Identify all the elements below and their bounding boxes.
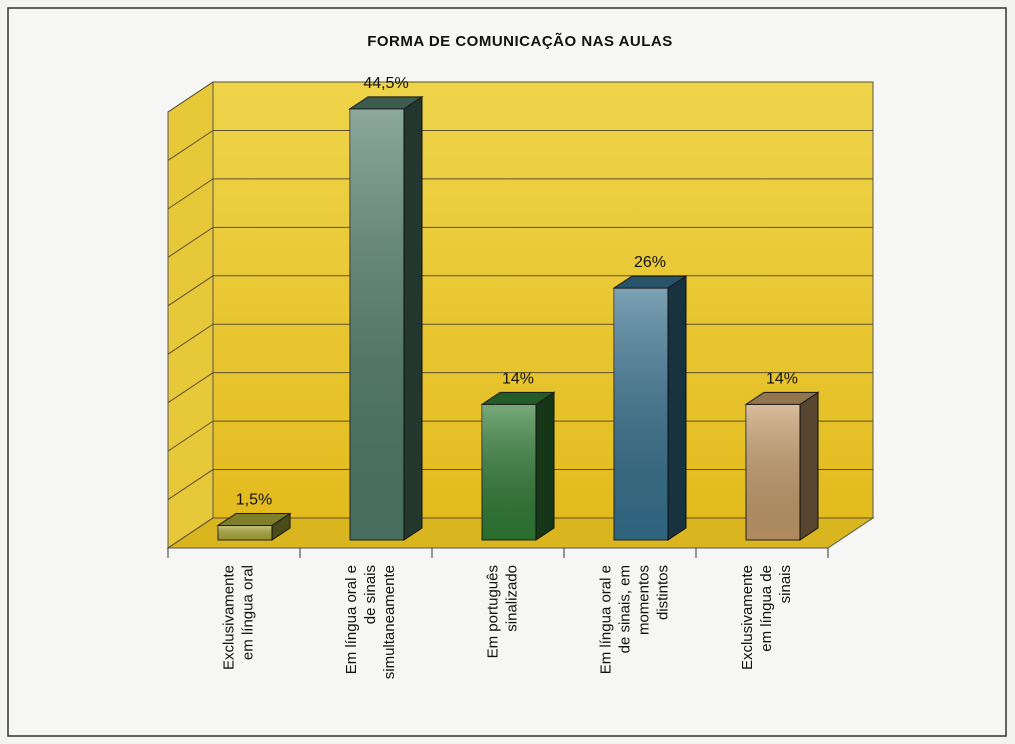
bar <box>744 391 820 541</box>
data-label: 14% <box>766 370 798 387</box>
bar-top <box>480 391 556 405</box>
x-tick-label: Em língua oral e <box>597 565 614 674</box>
grid-line <box>167 226 873 258</box>
grid-line <box>167 129 873 161</box>
x-tick-label: sinais <box>777 565 794 603</box>
bar-side <box>667 275 687 541</box>
x-tick-label: em língua oral <box>239 565 256 660</box>
x-tick-label: Em português <box>484 565 501 658</box>
bar-top <box>744 391 820 405</box>
bar-top <box>612 275 688 289</box>
bar-top <box>348 96 424 110</box>
x-tick-label: de sinais <box>362 565 379 624</box>
data-label: 26% <box>634 254 666 271</box>
data-label: 1,5% <box>236 491 272 508</box>
x-tick-label: Exclusivamente <box>739 565 756 670</box>
grid-line <box>167 81 873 113</box>
bar <box>348 95 424 541</box>
x-tick-label: momentos <box>635 565 652 635</box>
x-tick-label: simultaneamente <box>381 565 398 679</box>
bar-front-shade <box>482 404 536 540</box>
bar-side <box>403 95 423 541</box>
x-tick-label: Exclusivamente <box>220 565 237 670</box>
x-tick-label: de sinais, em <box>616 565 633 653</box>
bar <box>216 512 292 541</box>
x-tick-label: em língua de <box>758 565 775 652</box>
bar-side <box>799 391 819 541</box>
bar-front-shade <box>614 288 668 540</box>
chart-title: FORMA DE COMUNICAÇÃO NAS AULAS <box>367 32 673 50</box>
bar-side <box>535 391 555 541</box>
data-label: 14% <box>502 370 534 387</box>
side-wall <box>167 81 214 549</box>
bar <box>612 275 688 541</box>
x-tick-label: distintos <box>654 565 671 620</box>
bar-front-shade <box>350 108 404 540</box>
bar-front-shade <box>746 404 800 540</box>
bar <box>480 391 556 541</box>
bar-front-shade <box>218 525 272 540</box>
bar-top <box>216 512 292 526</box>
grid-line <box>167 178 873 210</box>
x-tick-label: Em língua oral e <box>343 565 360 674</box>
data-label: 44,5% <box>363 75 408 92</box>
x-tick-label: sinalizado <box>503 565 520 632</box>
